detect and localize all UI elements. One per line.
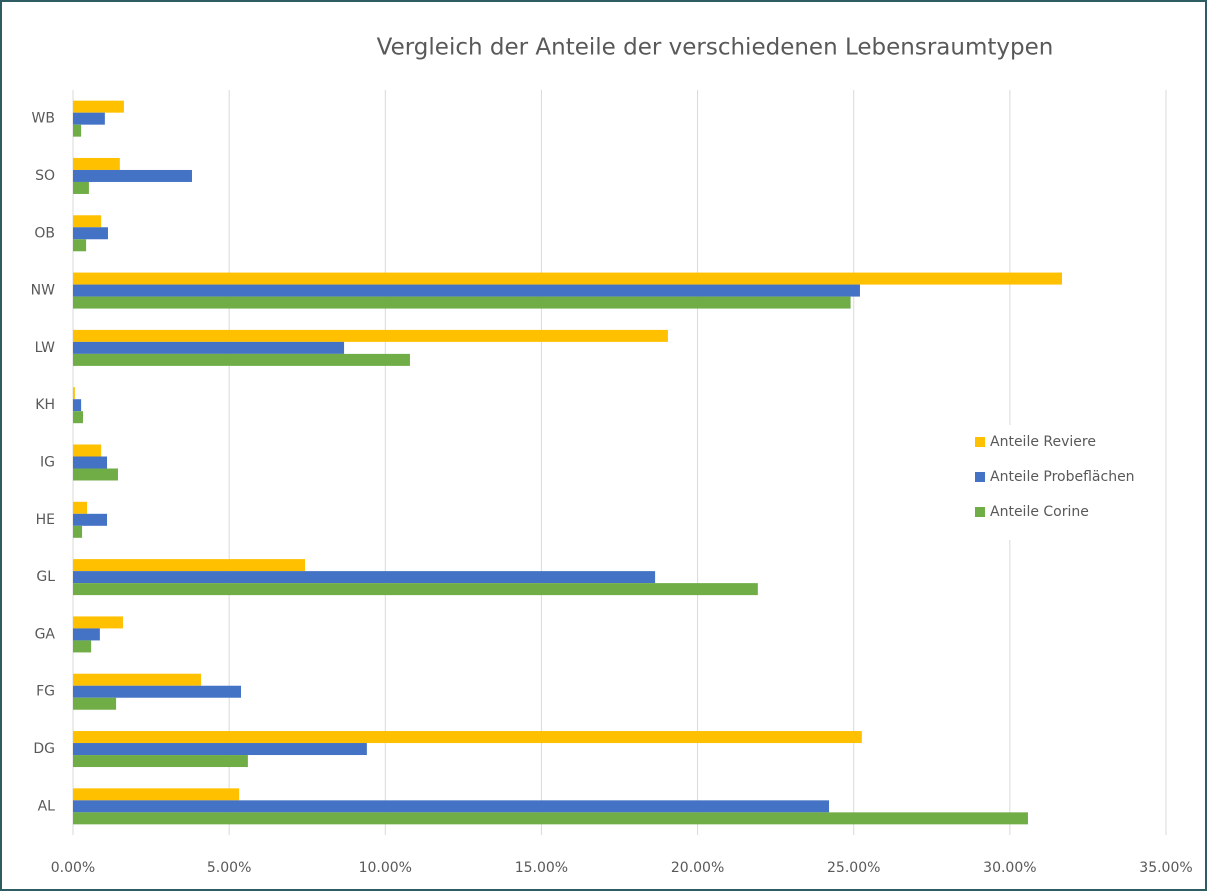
legend-label: Anteile Corine: [990, 504, 1089, 520]
bar: [73, 571, 656, 584]
bar: [73, 685, 242, 698]
bar: [73, 640, 92, 653]
y-tick-label: AL: [38, 798, 56, 814]
bar: [73, 157, 120, 170]
x-tick-label: 15.00%: [515, 860, 568, 876]
y-tick-label: DG: [33, 741, 55, 757]
x-tick-label: 10.00%: [359, 860, 412, 876]
x-tick-label: 0.00%: [51, 860, 95, 876]
legend-swatch: [975, 472, 985, 482]
bar: [73, 100, 124, 113]
bar: [73, 341, 345, 354]
legend-box: [965, 425, 1155, 540]
bar: [73, 411, 83, 424]
y-tick-label: HE: [36, 512, 55, 528]
bar: [73, 181, 89, 194]
x-tick-label: 30.00%: [983, 860, 1036, 876]
bar: [73, 399, 82, 412]
bar: [73, 731, 862, 744]
y-tick-label: GL: [36, 569, 55, 585]
bar: [73, 673, 202, 686]
bar: [73, 697, 117, 710]
bar: [73, 468, 118, 481]
bar: [73, 124, 82, 137]
chart-title: Vergleich der Anteile der verschiedenen …: [377, 35, 1054, 61]
bar: [73, 272, 1063, 285]
x-tick-label: 20.00%: [671, 860, 724, 876]
bar: [73, 559, 306, 572]
y-tick-label: KH: [35, 397, 55, 413]
bar: [73, 788, 240, 801]
bar: [73, 353, 410, 366]
bar: [73, 215, 102, 228]
y-tick-label: OB: [34, 225, 55, 241]
bar: [73, 616, 123, 629]
bar: [73, 501, 88, 514]
bar: [73, 800, 830, 813]
bar: [73, 329, 668, 342]
bar: [73, 743, 367, 756]
bar: [73, 755, 248, 768]
y-tick-label: SO: [35, 168, 55, 184]
y-tick-label: LW: [35, 340, 56, 356]
bar: [73, 239, 87, 252]
bar: [73, 525, 83, 538]
bar: [73, 112, 105, 125]
bar: [73, 628, 100, 641]
y-tick-label: IG: [40, 455, 55, 471]
bar: [73, 812, 1028, 825]
y-tick-label: NW: [31, 283, 55, 299]
legend-swatch: [975, 507, 985, 517]
bar: [73, 227, 108, 240]
bar: [73, 456, 108, 469]
bar: [73, 169, 192, 182]
bar: [73, 513, 108, 526]
x-tick-label: 25.00%: [827, 860, 880, 876]
bar: [73, 444, 102, 457]
bar: [73, 284, 860, 297]
bar: [73, 583, 758, 596]
bar: [73, 387, 75, 400]
x-tick-label: 5.00%: [207, 860, 251, 876]
legend-label: Anteile Reviere: [990, 434, 1096, 450]
y-tick-label: FG: [36, 684, 55, 700]
legend-swatch: [975, 437, 985, 447]
x-tick-label: 35.00%: [1139, 860, 1192, 876]
y-tick-label: WB: [32, 111, 55, 127]
legend-label: Anteile Probeflächen: [990, 469, 1135, 485]
y-tick-label: GA: [35, 626, 56, 642]
bar: [73, 296, 851, 309]
